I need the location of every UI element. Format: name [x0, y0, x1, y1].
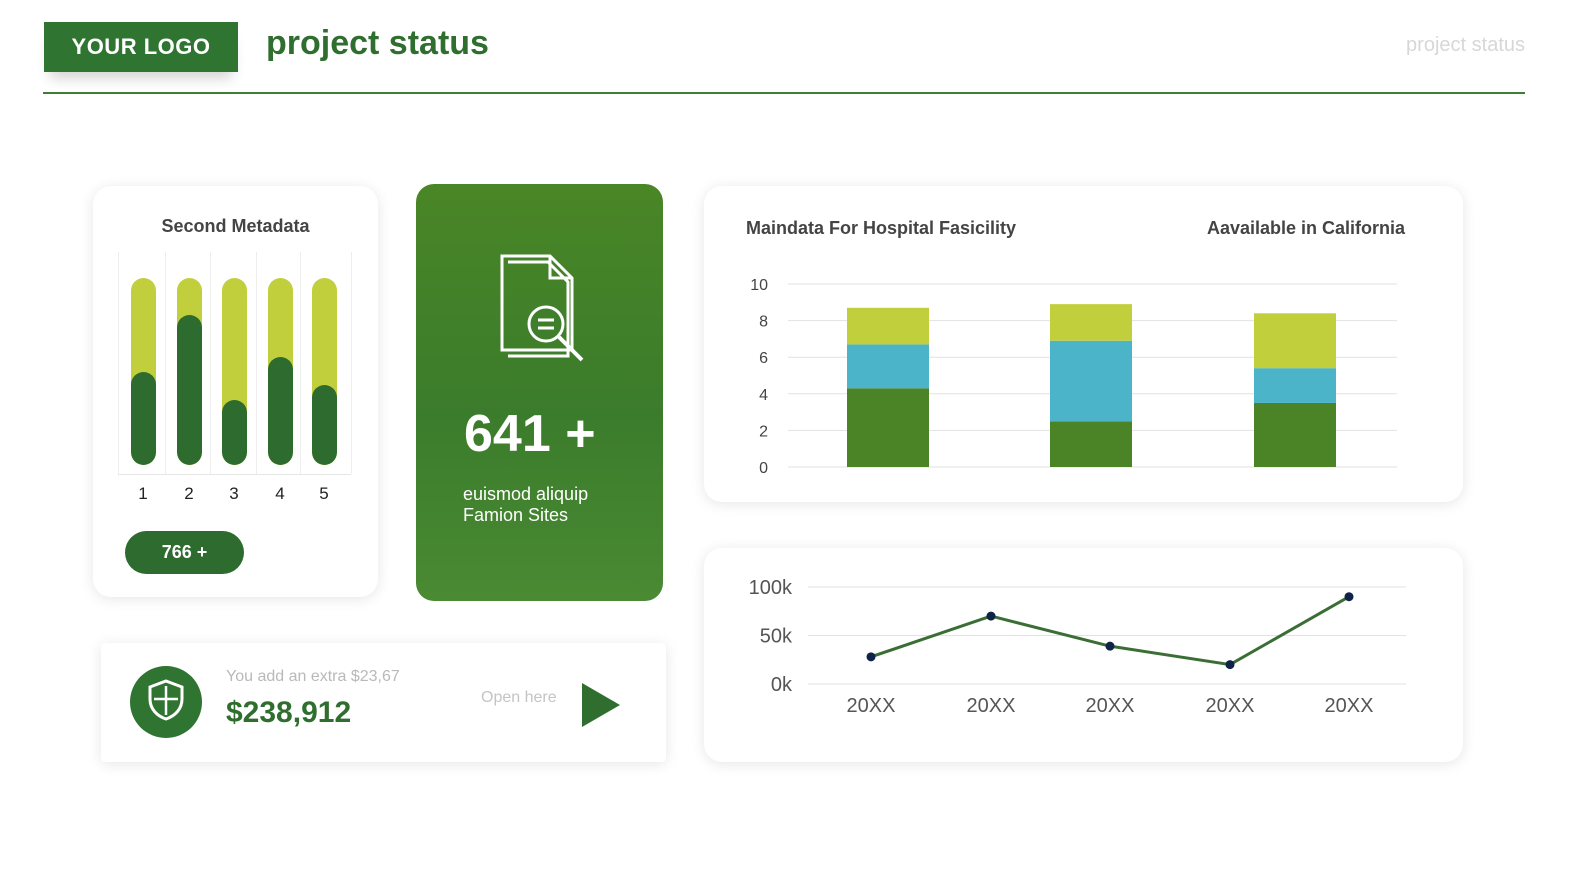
- line-chart-y-tick: 100k: [749, 577, 793, 599]
- price-note: You add an extra $23,67: [226, 668, 400, 685]
- line-chart: 0k 50k 100k 20XX 20XX 20XX 20XX 20XX: [749, 577, 1406, 717]
- highlight-number: 641 +: [464, 405, 596, 463]
- metadata-bar-2: [177, 278, 202, 465]
- page-title: project status: [266, 24, 489, 62]
- price-value: $238,912: [226, 696, 352, 729]
- metadata-gridline: [165, 252, 166, 474]
- metadata-x-label: 3: [229, 484, 239, 503]
- bar-segment-3-1: [1254, 402, 1336, 467]
- metadata-x-label: 2: [184, 484, 194, 503]
- bar-chart-y-tick: 8: [759, 314, 768, 331]
- line-point-3: [1105, 641, 1115, 651]
- bar-chart-y-tick: 4: [759, 387, 768, 404]
- metadata-badge: 766 +: [125, 531, 244, 574]
- line-chart-x-tick: 20XX: [967, 695, 1016, 717]
- metadata-gridline: [351, 252, 352, 474]
- highlight-description: euismod aliquip Famion Sites: [463, 484, 589, 525]
- stacked-bar-chart: 0 2 4 6 8 10: [750, 277, 1397, 477]
- bar-chart-y-tick: 2: [759, 423, 768, 440]
- metadata-baseline: [118, 474, 351, 475]
- line-point-1: [866, 652, 876, 662]
- metadata-bar-fill-4: [268, 356, 293, 465]
- metadata-bar-4: [268, 278, 293, 465]
- metadata-bar-fill-3: [222, 399, 247, 465]
- metadata-x-label: 1: [138, 484, 148, 503]
- line-chart-y-tick: 50k: [760, 626, 793, 648]
- bar-segment-1-2: [847, 344, 929, 389]
- bar-segment-1-3: [847, 307, 929, 345]
- highlight-card: [416, 184, 663, 601]
- shield-icon: [146, 678, 186, 727]
- bar-chart-subtitle: Aavailable in California: [1207, 218, 1406, 238]
- open-here-link[interactable]: Open here: [481, 689, 557, 706]
- bar-chart-title: Maindata For Hospital Fasicility: [746, 218, 1017, 238]
- bar-chart-y-tick: 6: [759, 350, 768, 367]
- metadata-gridline: [118, 252, 119, 474]
- header-divider: [43, 92, 1525, 94]
- bar-segment-2-1: [1050, 421, 1132, 467]
- metadata-gridline: [300, 252, 301, 474]
- line-point-2: [986, 611, 996, 621]
- line-chart-y-tick: 0k: [771, 674, 793, 696]
- metadata-x-label: 5: [319, 484, 329, 503]
- metadata-gridline: [256, 252, 257, 474]
- line-chart-x-tick: 20XX: [1206, 695, 1255, 717]
- line-chart-x-tick: 20XX: [1325, 695, 1374, 717]
- bar-chart-y-tick: 0: [759, 460, 768, 477]
- metadata-bar-3: [222, 278, 247, 465]
- play-icon[interactable]: [580, 682, 622, 733]
- bar-segment-2-2: [1050, 340, 1132, 422]
- line-chart-x-tick: 20XX: [847, 695, 896, 717]
- line-point-5: [1344, 592, 1354, 602]
- bar-segment-1-1: [847, 388, 929, 467]
- metadata-gridline: [210, 252, 211, 474]
- bar-segment-3-3: [1254, 313, 1336, 369]
- line-chart-x-tick: 20XX: [1086, 695, 1135, 717]
- logo: YOUR LOGO: [44, 22, 238, 72]
- line-series: [870, 595, 1350, 667]
- bar-segment-3-2: [1254, 368, 1336, 403]
- metadata-card-title: Second Metadata: [161, 216, 310, 236]
- metadata-bar-5: [312, 278, 337, 465]
- metadata-x-label: 4: [275, 484, 285, 503]
- metadata-bar-fill-2: [177, 315, 202, 465]
- metadata-bar-fill-1: [131, 371, 156, 465]
- bar-segment-2-3: [1050, 304, 1132, 341]
- metadata-bar-1: [131, 278, 156, 465]
- metadata-bar-fill-5: [312, 384, 337, 465]
- line-chart-card: [704, 548, 1463, 762]
- shield-badge: [130, 666, 202, 738]
- bar-chart-y-tick: 10: [750, 277, 768, 294]
- line-point-4: [1225, 660, 1235, 670]
- document-search-icon: [496, 252, 590, 371]
- header-right-label: project status: [1406, 34, 1525, 56]
